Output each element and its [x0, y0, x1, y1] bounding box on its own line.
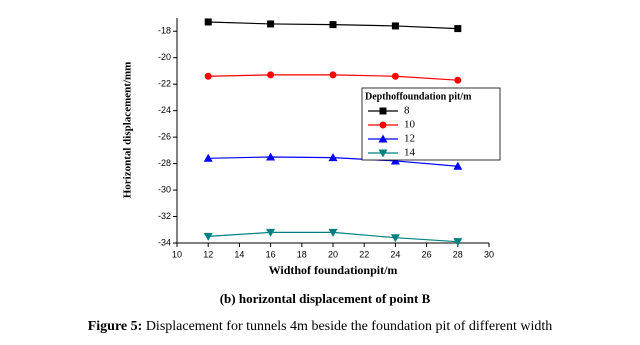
- x-tick-label: 22: [359, 249, 369, 259]
- marker: [329, 71, 337, 79]
- legend-marker: [379, 107, 387, 115]
- legend: Depthoffoundation pit/m 8 10 12 14: [361, 87, 501, 161]
- y-tick-label: -28: [158, 158, 171, 168]
- marker: [267, 71, 275, 79]
- legend-marker: [378, 134, 388, 143]
- x-tick-label: 18: [297, 249, 307, 259]
- y-tick-label: -32: [158, 211, 171, 221]
- legend-marker: [379, 121, 387, 129]
- caption-label: Figure 5:: [88, 319, 143, 334]
- marker: [454, 25, 462, 33]
- marker: [391, 72, 399, 80]
- y-tick-label: -30: [158, 184, 171, 194]
- x-tick-label: 16: [266, 249, 276, 259]
- legend-marker: [378, 149, 388, 158]
- marker: [390, 234, 400, 243]
- marker: [328, 228, 338, 237]
- marker: [266, 152, 276, 161]
- y-tick-label: -20: [158, 52, 171, 62]
- x-tick-label: 26: [422, 249, 432, 259]
- x-tick-label: 20: [328, 249, 338, 259]
- x-tick-label: 14: [234, 249, 244, 259]
- marker: [453, 161, 463, 170]
- marker: [204, 72, 212, 80]
- x-tick-label: 10: [172, 249, 182, 259]
- marker: [328, 153, 338, 162]
- legend-label: 8: [404, 105, 410, 117]
- marker: [454, 76, 462, 84]
- marker: [203, 232, 213, 241]
- caption-text: Displacement for tunnels 4m beside the f…: [142, 319, 552, 334]
- y-tick-label: -24: [158, 105, 171, 115]
- x-tick-label: 28: [453, 249, 463, 259]
- subcaption: (b) horizontal displacement of point B: [220, 291, 431, 306]
- y-tick-label: -34: [158, 237, 171, 247]
- legend-title: Depthoffoundation pit/m: [365, 91, 472, 102]
- y-tick-label: -26: [158, 131, 171, 141]
- marker: [390, 156, 400, 165]
- y-tick-label: -18: [158, 26, 171, 36]
- y-axis-label: Horizontal displacement/mm: [122, 62, 134, 199]
- x-tick-label: 12: [203, 249, 213, 259]
- x-tick-label: 24: [390, 249, 400, 259]
- marker: [266, 228, 276, 237]
- legend-label: 14: [404, 147, 416, 159]
- legend-label: 12: [404, 133, 415, 145]
- marker: [329, 21, 337, 29]
- x-axis-label: Widthof foundationpit/m: [269, 263, 398, 277]
- marker: [203, 153, 213, 162]
- marker: [204, 18, 212, 26]
- y-tick-label: -22: [158, 79, 171, 89]
- marker: [453, 238, 463, 247]
- x-tick-label: 30: [484, 249, 494, 259]
- marker: [391, 22, 399, 30]
- marker: [267, 20, 275, 28]
- figure-caption: Figure 5: Displacement for tunnels 4m be…: [88, 319, 553, 334]
- legend-label: 10: [404, 119, 416, 131]
